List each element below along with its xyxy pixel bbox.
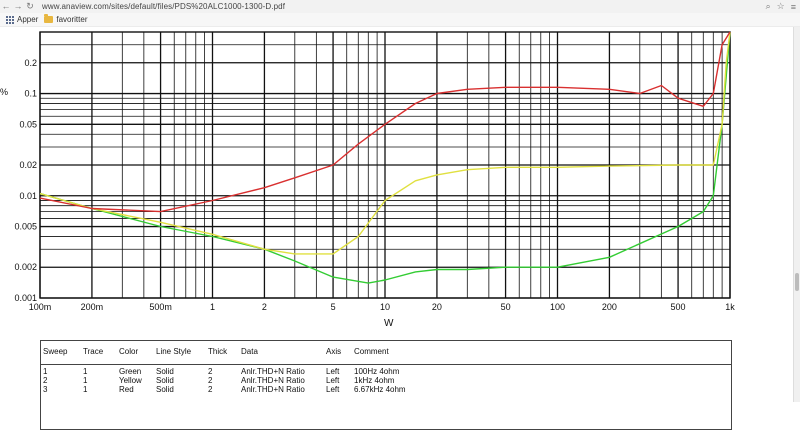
scrollbar-thumb[interactable] bbox=[795, 273, 799, 291]
x-tick-label: 2 bbox=[262, 302, 267, 312]
y-tick-label: 0.005 bbox=[14, 222, 37, 232]
y-tick-label: 0.002 bbox=[14, 262, 37, 272]
x-tick-label: 100m bbox=[29, 302, 52, 312]
legend-header-cell: Trace bbox=[83, 347, 104, 356]
y-axis-unit: % bbox=[0, 87, 9, 97]
legend-header: Sweep Trace Color Line Style Thick Data Axis Co… bbox=[41, 341, 731, 365]
legend-cell: 2 bbox=[43, 376, 48, 385]
legend-cell: 3 bbox=[43, 385, 48, 394]
legend-row: 2 1 Yellow Solid 2 Anlr.THD+N Ratio Left 1kHz 4… bbox=[41, 376, 731, 385]
legend-header-cell: Comment bbox=[354, 347, 389, 356]
legend-cell: Anlr.THD+N Ratio bbox=[241, 376, 305, 385]
legend-row: 1 1 Green Solid 2 Anlr.THD+N Ratio Left 100Hz 4… bbox=[41, 367, 731, 376]
x-tick-label: 10 bbox=[380, 302, 390, 312]
legend-header-cell: Thick bbox=[208, 347, 228, 356]
legend-cell: Solid bbox=[156, 385, 174, 394]
x-tick-label: 200 bbox=[602, 302, 617, 312]
legend-cell: Solid bbox=[156, 367, 174, 376]
legend-cell: 6.67kHz 4ohm bbox=[354, 385, 406, 394]
legend-cell: Left bbox=[326, 367, 340, 376]
legend-row: 3 1 Red Solid 2 Anlr.THD+N Ratio Left 6.67kHz 4… bbox=[41, 385, 731, 394]
address-bar[interactable]: www.anaview.com/sites/default/files/PDS%… bbox=[42, 2, 286, 11]
legend-cell: 1kHz 4ohm bbox=[354, 376, 395, 385]
x-tick-label: 1k bbox=[725, 302, 735, 312]
y-tick-label: 0.1 bbox=[24, 89, 37, 99]
legend-cell: Left bbox=[326, 376, 340, 385]
forward-icon[interactable]: → bbox=[13, 1, 23, 11]
y-tick-label: 0.02 bbox=[19, 160, 37, 170]
legend-table: Sweep Trace Color Line Style Thick Data Axis Co… bbox=[40, 340, 732, 430]
legend-header-cell: Sweep bbox=[43, 347, 68, 356]
x-tick-label: 200m bbox=[81, 302, 104, 312]
series-line-red bbox=[39, 31, 731, 213]
y-tick-label: 0.2 bbox=[24, 58, 37, 68]
legend-header-cell: Line Style bbox=[156, 347, 192, 356]
x-tick-label: 20 bbox=[432, 302, 442, 312]
legend-cell: 2 bbox=[208, 367, 213, 376]
legend-cell: 1 bbox=[43, 367, 48, 376]
legend-cell: 1 bbox=[83, 385, 88, 394]
vertical-scrollbar[interactable] bbox=[793, 27, 800, 402]
x-tick-label: 50 bbox=[501, 302, 511, 312]
plot-frame bbox=[39, 31, 731, 299]
legend-cell: 2 bbox=[208, 385, 213, 394]
thd-chart: 100m 200m 500m 1 2 5 10 20 50 100 200 500 1k 0.2 0.1 0.… bbox=[14, 31, 735, 312]
series-line-green bbox=[39, 31, 731, 284]
legend-cell: Red bbox=[119, 385, 134, 394]
x-tick-label: 500 bbox=[671, 302, 686, 312]
legend-cell: Solid bbox=[156, 376, 174, 385]
legend-cell: Yellow bbox=[119, 376, 142, 385]
x-tick-label: 100 bbox=[550, 302, 565, 312]
menu-icon[interactable]: ≡ bbox=[790, 1, 796, 12]
legend-cell: 1 bbox=[83, 367, 88, 376]
legend-header-cell: Axis bbox=[326, 347, 342, 356]
bookmarks-bar: Apper favoritter bbox=[0, 13, 800, 27]
star-icon[interactable]: ☆ bbox=[776, 1, 785, 11]
legend-header-cell: Data bbox=[241, 347, 258, 356]
apps-grid-icon bbox=[6, 15, 14, 24]
series-line-yellow bbox=[39, 31, 731, 255]
bookmark-folder[interactable]: favoritter bbox=[44, 14, 88, 24]
x-axis-title: W bbox=[384, 318, 394, 329]
x-tick-label: 500m bbox=[149, 302, 172, 312]
legend-cell: Anlr.THD+N Ratio bbox=[241, 385, 305, 394]
legend-cell: Left bbox=[326, 385, 340, 394]
y-tick-label: 0.001 bbox=[14, 293, 37, 303]
folder-icon bbox=[44, 14, 54, 23]
legend-cell: Green bbox=[119, 367, 142, 376]
browser-toolbar: ← → ↻ www.anaview.com/sites/default/file… bbox=[0, 0, 800, 14]
x-tick-label: 1 bbox=[210, 302, 215, 312]
legend-cell: Anlr.THD+N Ratio bbox=[241, 367, 305, 376]
back-icon[interactable]: ← bbox=[1, 1, 11, 11]
y-tick-label: 0.05 bbox=[19, 119, 37, 129]
zoom-icon[interactable]: ⌕ bbox=[765, 1, 771, 11]
bookmark-folder-label: favoritter bbox=[56, 15, 88, 24]
y-tick-label: 0.01 bbox=[19, 191, 37, 201]
reload-icon[interactable]: ↻ bbox=[26, 1, 34, 11]
legend-cell: 1 bbox=[83, 376, 88, 385]
legend-header-cell: Color bbox=[119, 347, 139, 356]
legend-cell: 2 bbox=[208, 376, 213, 385]
x-tick-label: 5 bbox=[331, 302, 336, 312]
legend-cell: 100Hz 4ohm bbox=[354, 367, 400, 376]
bookmark-apps-label: Apper bbox=[17, 15, 39, 24]
pdf-viewer[interactable]: 100m 200m 500m 1 2 5 10 20 50 100 200 500 1k 0.2 0.1 0.… bbox=[0, 27, 794, 430]
bookmark-apps[interactable]: Apper bbox=[6, 15, 38, 24]
